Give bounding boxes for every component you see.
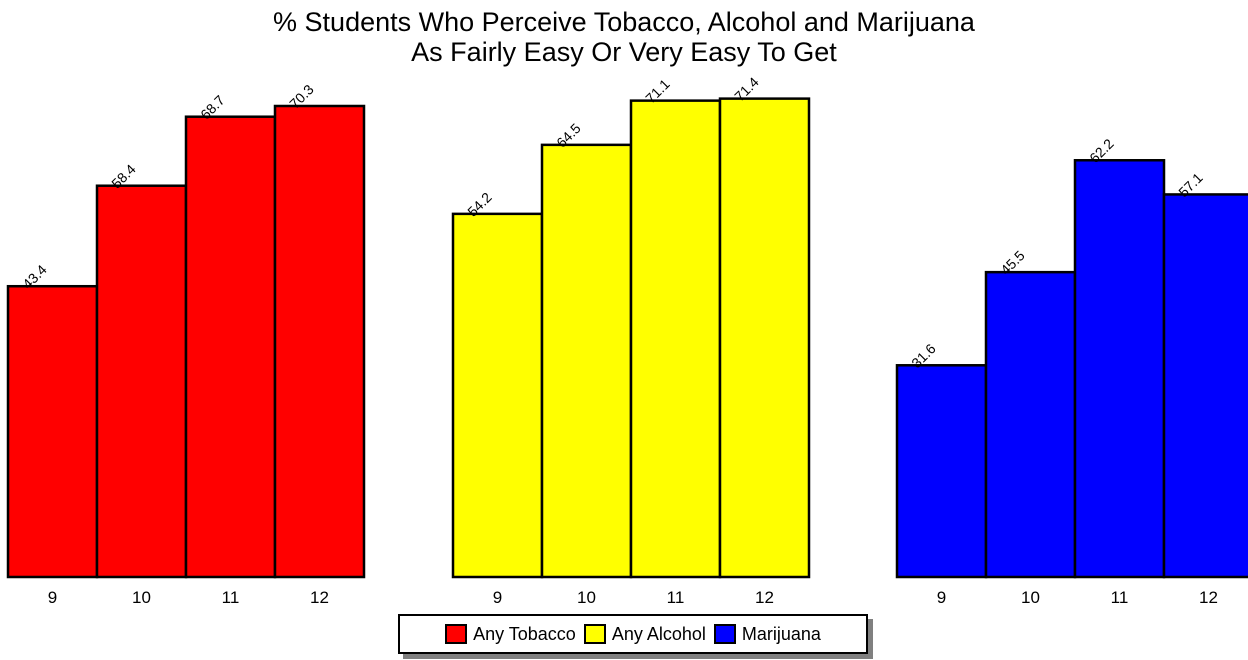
legend: Any Tobacco Any Alcohol Marijuana <box>398 614 868 654</box>
legend-swatch-alcohol <box>583 624 606 644</box>
legend-label-alcohol: Any Alcohol <box>611 623 706 644</box>
x-tick-label-alcohol-11: 11 <box>667 588 685 607</box>
legend-item-tobacco: Any Tobacco <box>445 624 576 645</box>
chart-title: % Students Who Perceive Tobacco, Alcohol… <box>273 7 975 37</box>
x-tick-label-marijuana-11: 11 <box>1111 588 1129 607</box>
bar-tobacco-grade-9 <box>6 284 99 579</box>
x-tick-label-marijuana-10: 10 <box>1021 588 1040 607</box>
legend-item-alcohol: Any Alcohol <box>583 623 706 645</box>
legend-item-marijuana: Marijuana <box>713 623 821 645</box>
bar-marijuana-grade-12 <box>1162 193 1248 579</box>
x-tick-label-alcohol-10: 10 <box>577 588 596 607</box>
x-tick-label-alcohol-9: 9 <box>493 588 502 607</box>
bar-marijuana-grade-10 <box>984 270 1077 579</box>
x-tick-label-tobacco-12: 12 <box>310 588 329 607</box>
x-tick-label-tobacco-11: 11 <box>222 588 240 607</box>
bar-marijuana-grade-11 <box>1073 159 1166 579</box>
chart-subtitle: As Fairly Easy Or Very Easy To Get <box>411 37 837 67</box>
plot-area: 43.4958.41068.71170.31254.2964.51071.111… <box>6 74 1248 607</box>
legend-swatch-tobacco <box>445 624 468 644</box>
x-tick-label-tobacco-10: 10 <box>132 588 151 607</box>
x-tick-label-marijuana-12: 12 <box>1199 588 1218 607</box>
x-tick-label-tobacco-9: 9 <box>48 588 57 607</box>
legend-label-tobacco: Any Tobacco <box>473 623 576 644</box>
bar-alcohol-grade-9 <box>451 212 544 579</box>
bar-tobacco-grade-12 <box>273 104 366 579</box>
x-tick-label-alcohol-12: 12 <box>755 588 774 607</box>
legend-swatch-marijuana <box>713 624 736 644</box>
bar-alcohol-grade-11 <box>629 99 722 579</box>
bar-tobacco-grade-10 <box>95 184 188 579</box>
bar-tobacco-grade-11 <box>184 115 277 579</box>
bar-marijuana-grade-9 <box>895 364 988 579</box>
x-tick-label-marijuana-9: 9 <box>937 588 946 607</box>
bar-alcohol-grade-10 <box>540 143 633 579</box>
legend-label-marijuana: Marijuana <box>741 623 821 644</box>
bar-alcohol-grade-12 <box>718 97 811 579</box>
